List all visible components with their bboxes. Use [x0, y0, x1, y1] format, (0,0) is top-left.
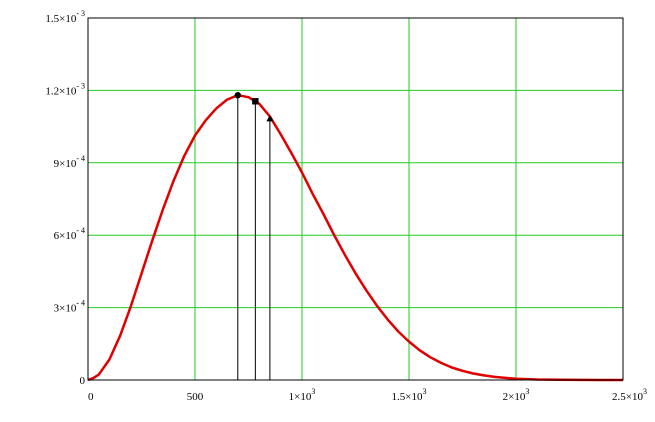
marker-square	[252, 98, 259, 105]
x-tick-label: 500	[187, 391, 204, 403]
x-tick-label: 2×103	[503, 387, 530, 403]
x-tick-label: 1×103	[289, 387, 316, 403]
series-line	[87, 93, 623, 382]
y-tick-labels: 0 3×10- 4 6×10- 4 9×10- 4 1.2×10- 3 1.5×10- 3	[45, 9, 85, 387]
y-tick-label: 1.5×10- 3	[45, 9, 85, 25]
grid-lines	[88, 18, 623, 380]
marker-triangle	[266, 114, 274, 122]
x-tick-label: 0	[88, 391, 94, 403]
x-tick-label: 1.5×103	[392, 387, 427, 403]
x-tick-labels: 0 500 1×103 1.5×103 2×103 2.5×103	[88, 387, 647, 403]
markers-group	[234, 92, 274, 122]
marker-circle	[234, 92, 241, 99]
plot-frame	[87, 17, 624, 381]
y-tick-label: 9×10- 4	[54, 154, 85, 170]
series-group	[87, 93, 623, 382]
y-tick-label: 3×10- 4	[54, 299, 85, 315]
y-tick-label: 1.2×10- 3	[45, 81, 85, 97]
drop-lines	[237, 95, 271, 380]
y-tick-label: 0	[80, 375, 86, 387]
y-tick-label: 6×10- 4	[54, 226, 85, 242]
x-tick-label: 2.5×103	[612, 387, 647, 403]
